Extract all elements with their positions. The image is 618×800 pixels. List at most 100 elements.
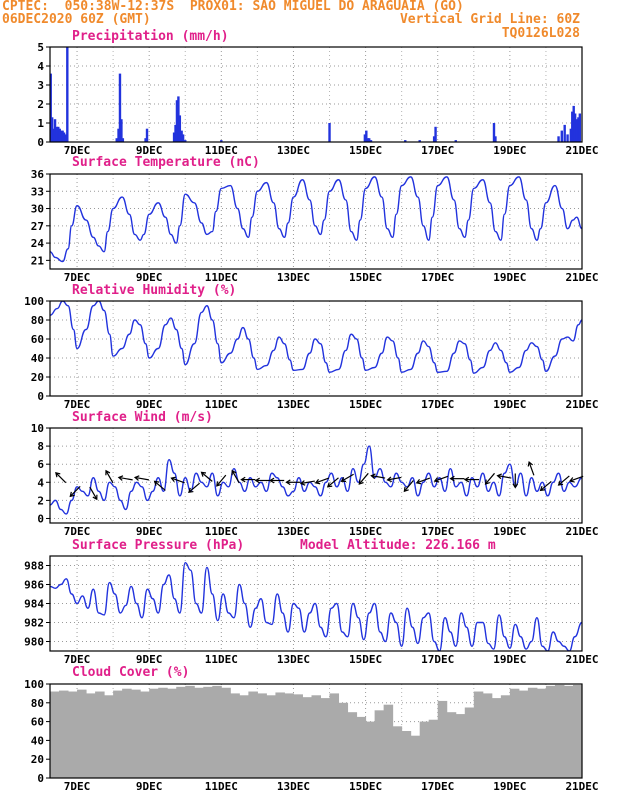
wind-arrow-shaft xyxy=(201,471,213,482)
wind-arrow-shaft xyxy=(528,461,535,476)
wind-xtick-label: 13DEC xyxy=(277,525,310,538)
wind-arrow-head xyxy=(153,480,160,486)
humidity-xtick-label: 17DEC xyxy=(421,398,454,411)
wind-arrow-head xyxy=(200,471,207,477)
cloud-bar xyxy=(536,688,547,778)
wind-arrow-head xyxy=(433,477,440,483)
cloud-bar xyxy=(419,721,430,778)
temperature-xtick-label: 11DEC xyxy=(205,271,238,284)
wind-arrow-head xyxy=(92,494,98,501)
wind-arrow-head xyxy=(370,473,376,480)
wind-arrow-shaft xyxy=(341,473,354,482)
cloud-bar xyxy=(86,693,96,778)
cloud-bar xyxy=(284,693,294,778)
wind-arrow-shaft xyxy=(327,477,339,488)
pressure-xtick-label: 13DEC xyxy=(277,653,310,666)
temperature-frame xyxy=(49,173,583,270)
precip-bar xyxy=(66,47,69,142)
precip-bar xyxy=(577,117,580,142)
precip-bar xyxy=(560,130,564,142)
precip-bar xyxy=(121,138,125,142)
precip-bar xyxy=(557,136,560,142)
wind-arrow-head xyxy=(527,461,534,467)
cloud-bar xyxy=(140,691,150,778)
cloud-xtick-label: 19DEC xyxy=(493,780,526,793)
cloud-bar xyxy=(104,695,114,778)
cloud-bar xyxy=(50,691,60,778)
cloud-xtick-label: 15DEC xyxy=(349,780,382,793)
cloud-bar xyxy=(122,688,132,778)
pressure-ytick-label: 986 xyxy=(24,579,44,592)
cloud-bar xyxy=(248,691,258,778)
precip-bar xyxy=(58,128,61,142)
wind-ytick-label: 0 xyxy=(37,512,44,525)
wind-arrow-head xyxy=(254,477,260,484)
precip-bar xyxy=(120,119,123,142)
cloud-ytick-label: 80 xyxy=(31,697,44,710)
precip-xtick-label: 11DEC xyxy=(205,144,238,157)
cloud-bar xyxy=(95,691,105,778)
humidity-ytick-label: 0 xyxy=(37,390,44,403)
precip-bar xyxy=(178,115,182,142)
wind-arrow-shaft xyxy=(188,482,201,493)
wind-arrow-shaft xyxy=(358,472,369,485)
cloud-bar xyxy=(113,690,123,778)
cloud-bar xyxy=(473,691,484,778)
temperature-series-line xyxy=(50,176,582,263)
wind-arrow-head xyxy=(415,478,422,485)
pressure-ytick-label: 988 xyxy=(24,560,44,573)
cloud-xtick-label: 11DEC xyxy=(205,780,238,793)
precip-xtick-label: 15DEC xyxy=(349,144,382,157)
cloud-bar xyxy=(329,693,340,778)
wind-xtick-label: 9DEC xyxy=(136,525,163,538)
humidity-xtick-label: 7DEC xyxy=(64,398,91,411)
cloud-bar xyxy=(482,693,493,778)
wind-arrow-shaft xyxy=(497,475,512,479)
precip-bar xyxy=(118,73,122,142)
wind-xtick-label: 7DEC xyxy=(64,525,91,538)
wind-arrow-head xyxy=(386,476,392,483)
precip-bar xyxy=(50,73,52,142)
pressure-ytick-label: 984 xyxy=(24,598,44,611)
wind-xtick-label: 21DEC xyxy=(565,525,598,538)
wind-arrow-head xyxy=(557,480,564,486)
cloud-bar xyxy=(320,698,331,778)
precip-bar xyxy=(115,138,118,142)
wind-arrow-head xyxy=(496,473,502,480)
cloud-ytick-label: 100 xyxy=(24,678,44,691)
wind-arrow-shaft xyxy=(416,477,431,484)
temperature-ytick-label: 27 xyxy=(31,220,44,233)
precip-bar xyxy=(61,130,64,142)
wind-arrow-head xyxy=(170,476,176,482)
humidity-frame xyxy=(49,300,583,397)
cloud-bar xyxy=(266,695,276,778)
pressure-frame xyxy=(49,555,583,652)
humidity-ytick-label: 20 xyxy=(31,371,44,384)
pressure-altitude-annotation: Model Altitude: 226.166 m xyxy=(300,538,496,553)
wind-ytick-label: 8 xyxy=(37,440,44,453)
temperature-xtick-label: 7DEC xyxy=(64,271,91,284)
wind-arrow-shaft xyxy=(300,480,315,485)
precip-bar xyxy=(368,138,371,142)
precip-xtick-label: 13DEC xyxy=(277,144,310,157)
cloud-bar xyxy=(302,697,312,778)
wind-arrow-shaft xyxy=(558,475,570,486)
wind-arrow-head xyxy=(539,485,546,492)
precip-bar xyxy=(566,134,569,142)
humidity-xtick-label: 15DEC xyxy=(349,398,382,411)
wind-xtick-label: 17DEC xyxy=(421,525,454,538)
pressure-xtick-label: 19DEC xyxy=(493,653,526,666)
cloud-bar xyxy=(356,716,367,778)
cloud-bar xyxy=(239,695,249,778)
wind-arrow-head xyxy=(512,483,519,489)
humidity-ytick-label: 60 xyxy=(31,333,44,346)
cloud-bar xyxy=(572,684,582,778)
cloud-ytick-label: 0 xyxy=(37,772,44,785)
wind-arrow-shaft xyxy=(69,485,81,497)
precip-bar xyxy=(363,134,367,142)
humidity-series-line xyxy=(50,301,582,374)
precip-bar xyxy=(365,130,368,142)
cloud-bar xyxy=(194,687,204,778)
precip-xtick-label: 21DEC xyxy=(565,144,598,157)
